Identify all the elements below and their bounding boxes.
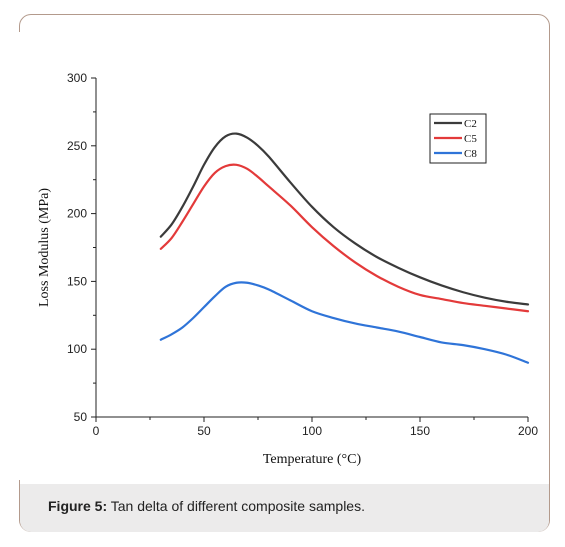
legend-label-c5: C5 [464,133,477,145]
caption-text: Tan delta of different composite samples… [107,498,365,514]
x-tick-label: 0 [93,424,100,438]
series-line-c2 [159,132,530,306]
caption-label: Figure 5: [48,498,108,514]
y-tick-label: 200 [67,207,87,221]
x-tick-label: 50 [197,424,211,438]
legend: C2 C5 C8 [429,113,487,164]
loss-modulus-chart: 50 100 150 200 250 300 0 50 100 150 200 Temperature… [37,71,538,467]
x-tick-label: 100 [302,424,322,438]
y-tick-label: 150 [67,274,87,288]
y-tick-label: 50 [74,410,88,424]
legend-label-c2: C2 [464,118,477,130]
series-line-c5 [159,163,530,313]
chart-area: 50 100 150 200 250 300 0 50 100 150 200 Temperature… [19,32,545,480]
figure-caption: Figure 5: Tan delta of different composi… [48,498,365,514]
x-axis-title: Temperature (°C) [263,452,362,467]
legend-label-c8: C8 [464,148,477,160]
series-layer [159,132,530,364]
axes-layer: 50 100 150 200 250 300 0 50 100 150 200 Temperature… [37,71,538,467]
y-axis-title: Loss Modulus (MPa) [37,188,52,307]
caption-bar: Figure 5: Tan delta of different composi… [20,484,549,532]
y-tick-label: 250 [67,139,87,153]
x-tick-label: 200 [518,424,538,438]
series-line-c8 [159,281,530,364]
y-tick-label: 100 [67,342,87,356]
x-tick-label: 150 [410,424,430,438]
y-tick-label: 300 [67,71,87,85]
